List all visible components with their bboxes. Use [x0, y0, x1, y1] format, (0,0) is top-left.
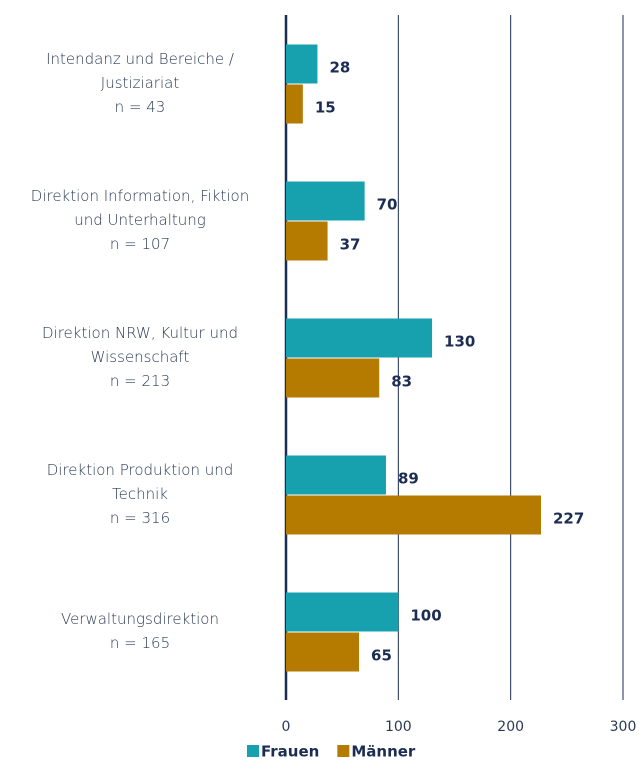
bar [286, 44, 318, 84]
x-tick-label: 100 [385, 719, 412, 735]
legend-label: Frauen [261, 743, 319, 761]
category-label: Wissenschaft [91, 348, 190, 366]
value-label: 227 [553, 510, 584, 528]
bar [286, 221, 328, 261]
category-label: n = 107 [110, 235, 170, 253]
legend-swatch [337, 745, 350, 757]
bar [286, 632, 360, 672]
legend-label: Männer [351, 743, 416, 761]
category-label: Intendanz und Bereiche / [46, 50, 234, 68]
category-label: Verwaltungsdirektion [61, 610, 219, 628]
x-tick-label: 200 [497, 719, 524, 735]
bar [286, 358, 380, 398]
category-label: Justiziariat [101, 74, 180, 92]
category-label: n = 213 [110, 372, 170, 390]
category-label: n = 316 [110, 509, 170, 527]
value-label: 100 [410, 607, 441, 625]
bar [286, 318, 433, 358]
value-label: 65 [371, 647, 392, 665]
category-label: Direktion Produktion und [47, 461, 234, 479]
value-label: 70 [377, 196, 398, 214]
value-label: 15 [315, 99, 336, 117]
legend-swatch [247, 745, 259, 757]
category-label: Direktion NRW, Kultur und [42, 324, 238, 342]
bar [286, 495, 541, 535]
value-label: 83 [391, 373, 412, 391]
value-label: 89 [398, 470, 419, 488]
category-label: Direktion Information, Fiktion [31, 187, 249, 205]
category-label: und Unterhaltung [74, 211, 206, 229]
value-label: 130 [444, 333, 475, 351]
value-label: 28 [329, 59, 350, 77]
value-label: 37 [340, 236, 361, 254]
x-tick-label: 0 [282, 719, 291, 735]
x-tick-label: 300 [610, 719, 637, 735]
category-label: Technik [112, 485, 168, 503]
category-label: n = 43 [115, 98, 166, 116]
bar [286, 84, 303, 124]
bar [286, 592, 399, 632]
bar [286, 181, 365, 221]
category-label: n = 165 [110, 634, 170, 652]
bar [286, 455, 386, 495]
